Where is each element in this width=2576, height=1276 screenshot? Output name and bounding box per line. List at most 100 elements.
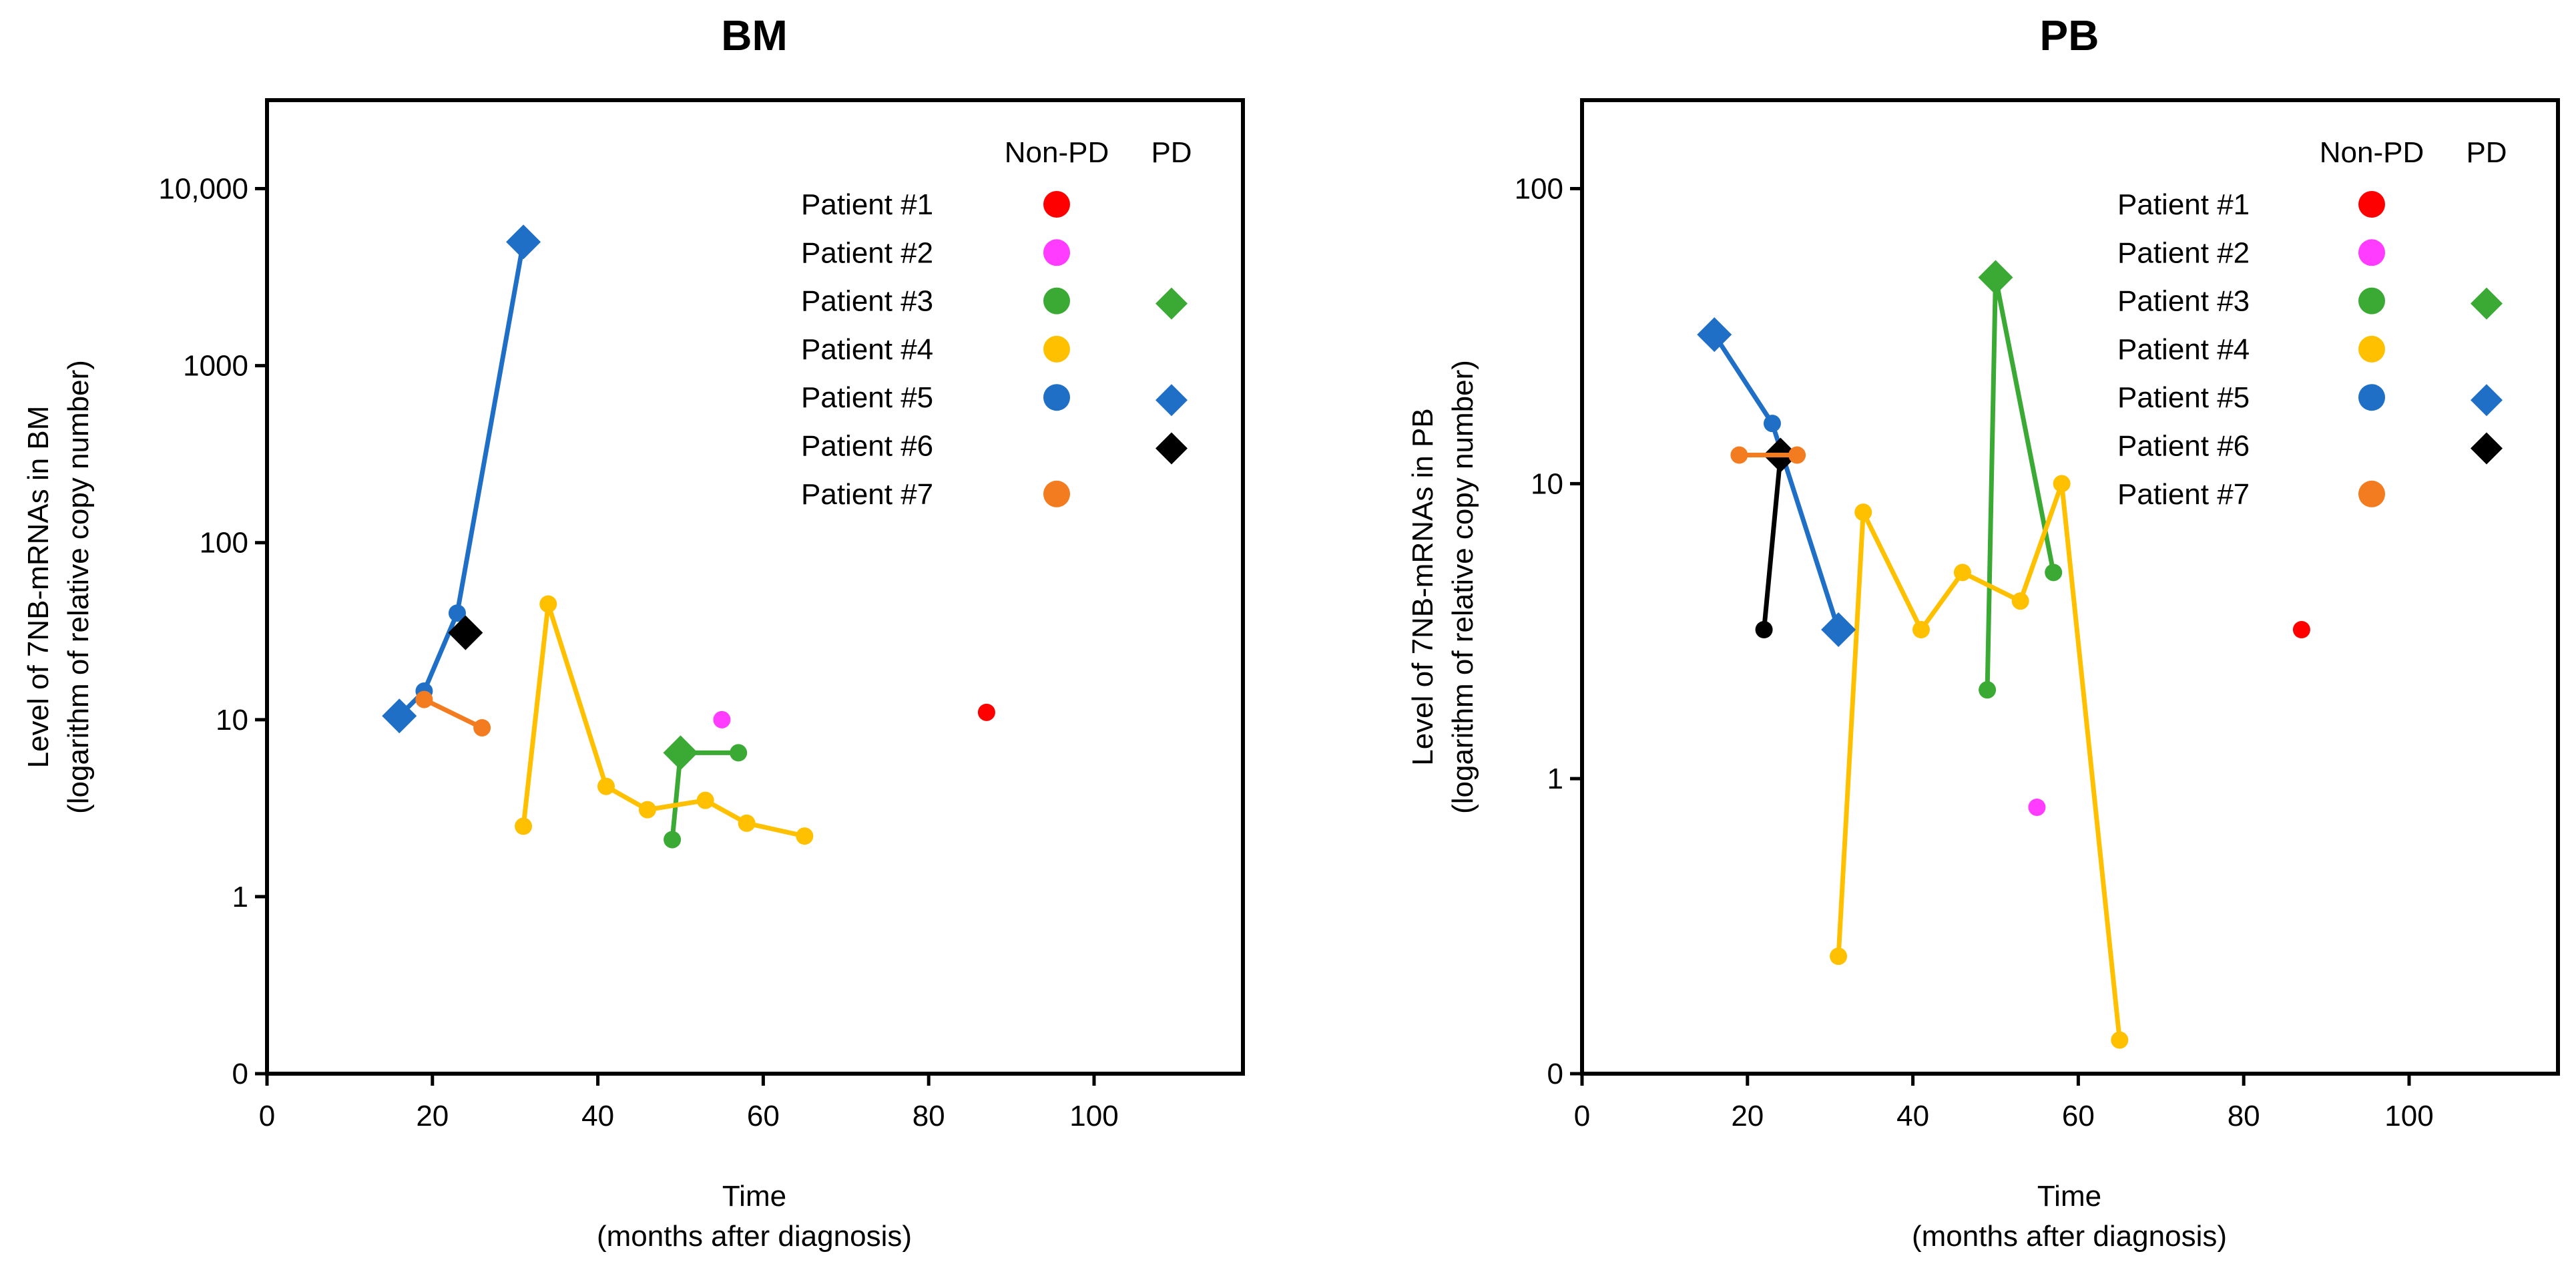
- pb-series-patient-1: [2292, 620, 2310, 638]
- pb-legend-label: Patient #4: [2117, 333, 2250, 366]
- pb-y-tick-label: 0: [1547, 1058, 1563, 1090]
- pb-legend-nonpd-marker: [2358, 480, 2385, 507]
- bm-legend-nonpd-marker: [1043, 480, 1070, 507]
- bm-y-axis-label-line1: Level of 7NB-mRNAs in BM: [22, 406, 55, 769]
- bm-point-pd-patient-6: [448, 615, 483, 650]
- pb-series-patient-4: [1830, 475, 2129, 1049]
- pb-legend-nonpd-marker: [2358, 335, 2385, 363]
- bm-series-patient-5: [382, 224, 541, 734]
- bm-y-tick-label: 10,000: [158, 173, 248, 206]
- bm-plot-frame: [265, 98, 1245, 1076]
- bm-x-axis-label-line1: Time: [722, 1180, 786, 1213]
- pb-point-patient-4: [2011, 592, 2029, 610]
- pb-legend: Non-PD PD Patient #1 Patient #2 Patient #3 Pa…: [2117, 136, 2507, 511]
- pb-chart-title: PB: [2040, 11, 2099, 59]
- pb-point-patient-7: [1730, 446, 1748, 464]
- pb-legend-nonpd-marker: [2358, 287, 2385, 314]
- pb-point-pd-patient-5: [1821, 612, 1856, 647]
- pb-point-patient-4: [1953, 564, 1971, 582]
- pb-series-patient-6: [1755, 437, 1798, 638]
- pb-x-axis-label-line2: (months after diagnosis): [1912, 1220, 2227, 1253]
- bm-x-axis-label-line2: (months after diagnosis): [597, 1220, 912, 1253]
- pb-series: [1697, 260, 2310, 1049]
- bm-point-patient-5: [448, 604, 466, 622]
- bm-legend-label: Patient #7: [801, 478, 933, 511]
- bm-series-patient-2: [713, 710, 731, 728]
- bm-point-patient-4: [696, 791, 714, 809]
- pb-point-patient-2: [2028, 798, 2046, 816]
- bm-legend-header-pd: PD: [1151, 136, 1192, 169]
- pb-point-patient-4: [2053, 475, 2071, 493]
- pb-series-patient-2: [2028, 798, 2046, 816]
- bm-legend-nonpd-marker: [1043, 239, 1070, 266]
- bm-x-tick-label: 40: [581, 1100, 614, 1132]
- pb-legend-pd-marker: [2471, 287, 2503, 320]
- bm-x-axis: 0 20 40 60 80 100: [259, 1074, 1119, 1132]
- bm-y-tick-label: 1000: [183, 350, 248, 383]
- pb-point-patient-6: [1755, 620, 1773, 638]
- pb-point-patient-3: [2045, 564, 2063, 582]
- bm-point-pd-patient-5: [506, 224, 541, 260]
- pb-legend-nonpd-marker: [2358, 239, 2385, 266]
- pb-legend-label: Patient #2: [2117, 236, 2250, 269]
- pb-point-patient-7: [1788, 446, 1806, 464]
- bm-series-patient-6: [448, 615, 483, 650]
- pb-y-axis-label-line2: (logarithm of relative copy number): [1447, 360, 1479, 814]
- bm-series-patient-4: [515, 595, 814, 845]
- pb-x-tick-label: 20: [1731, 1100, 1764, 1132]
- bm-point-patient-7: [415, 690, 433, 708]
- bm-x-tick-label: 60: [747, 1100, 780, 1132]
- bm-point-patient-4: [638, 801, 656, 819]
- pb-legend-header-nonpd: Non-PD: [2320, 136, 2424, 169]
- bm-point-patient-2: [713, 710, 731, 728]
- bm-legend-label: Patient #1: [801, 188, 933, 221]
- bm-point-patient-7: [473, 718, 491, 736]
- pb-legend-nonpd-marker: [2358, 191, 2385, 218]
- pb-y-tick-label: 100: [1515, 173, 1563, 206]
- pb-legend-header-pd: PD: [2466, 136, 2507, 169]
- pb-legend-pd-marker: [2471, 384, 2503, 417]
- bm-y-axis: 0 1 10 100 1000 10,000: [158, 173, 267, 1090]
- bm-legend-pd-marker: [1155, 384, 1188, 417]
- pb-series-patient-7: [1730, 446, 1806, 464]
- bm-series-patient-3: [663, 735, 748, 849]
- pb-y-tick-label: 10: [1531, 467, 1563, 500]
- bm-series-patient-7: [415, 690, 491, 736]
- bm-legend-pd-marker: [1155, 287, 1188, 320]
- pb-y-axis-label-line1: Level of 7NB-mRNAs in PB: [1406, 408, 1439, 766]
- pb-series-patient-3: [1978, 260, 2063, 699]
- bm-series: [382, 224, 995, 849]
- bm-legend-nonpd-marker: [1043, 335, 1070, 363]
- pb-point-patient-5: [1763, 415, 1781, 433]
- bm-legend: Non-PD PD Patient #1 Patient #2 Patient #3 Pa…: [801, 136, 1192, 511]
- bm-legend-nonpd-marker: [1043, 384, 1070, 411]
- pb-legend-label: Patient #5: [2117, 381, 2250, 414]
- pb-point-patient-4: [1854, 503, 1872, 521]
- bm-point-pd-patient-5: [382, 698, 417, 734]
- pb-point-pd-patient-5: [1697, 317, 1732, 353]
- pb-point-patient-1: [2292, 620, 2310, 638]
- bm-legend-label: Patient #5: [801, 381, 933, 414]
- bm-point-patient-4: [539, 595, 557, 613]
- pb-x-tick-label: 40: [1896, 1100, 1929, 1132]
- pb-x-axis: 0 20 40 60 80 100: [1574, 1074, 2434, 1132]
- pb-point-patient-3: [1979, 681, 1997, 699]
- pb-series-patient-5: [1697, 317, 1856, 647]
- bm-x-tick-label: 100: [1069, 1100, 1118, 1132]
- bm-y-tick-label: 1: [232, 881, 248, 913]
- pb-x-tick-label: 0: [1574, 1100, 1590, 1132]
- pb-legend-label: Patient #3: [2117, 285, 2250, 318]
- pb-x-tick-label: 60: [2062, 1100, 2095, 1132]
- bm-x-tick-label: 20: [416, 1100, 449, 1132]
- bm-point-patient-3: [664, 831, 682, 849]
- bm-point-patient-4: [738, 814, 756, 832]
- pb-legend-label: Patient #1: [2117, 188, 2250, 221]
- pb-x-tick-label: 80: [2228, 1100, 2260, 1132]
- bm-chart-title: BM: [721, 11, 788, 59]
- pb-legend-label: Patient #6: [2117, 430, 2250, 463]
- bm-legend-nonpd-marker: [1043, 191, 1070, 218]
- bm-y-tick-label: 100: [200, 527, 248, 560]
- bm-legend-pd-marker: [1155, 432, 1188, 465]
- pb-line-patient-4: [1836, 481, 2122, 1041]
- pb-legend-pd-marker: [2471, 432, 2503, 465]
